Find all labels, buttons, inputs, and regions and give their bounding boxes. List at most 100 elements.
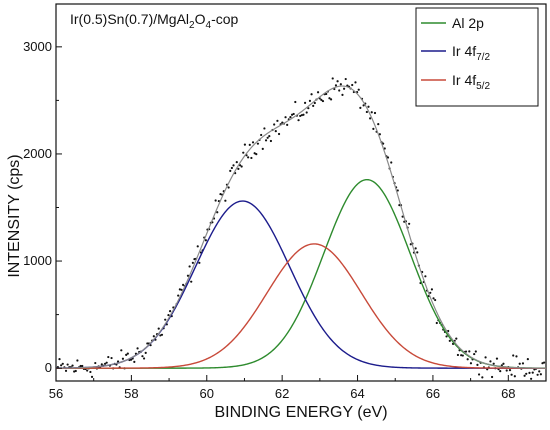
data-point [435, 321, 438, 325]
data-point [464, 350, 468, 353]
data-point [136, 347, 139, 350]
data-point [152, 335, 155, 338]
data-point [146, 342, 149, 345]
data-point [167, 313, 170, 317]
data-point [103, 362, 107, 365]
data-point [61, 362, 64, 365]
data-point [386, 156, 390, 159]
x-axis-title: BINDING ENERGY (eV) [214, 404, 387, 421]
data-point [341, 93, 344, 96]
data-point [198, 261, 201, 264]
data-point [530, 377, 533, 380]
data-point [408, 222, 411, 225]
data-point [116, 360, 120, 363]
data-point [94, 361, 97, 365]
data-point [144, 351, 147, 354]
data-point [120, 349, 123, 352]
data-point [466, 358, 469, 361]
data-point [331, 77, 334, 80]
data-point [536, 373, 539, 376]
data-point [284, 116, 287, 119]
data-point [367, 105, 370, 108]
data-point [372, 127, 375, 130]
series-curve-1 [56, 200, 546, 369]
data-point [268, 135, 271, 138]
data-point [378, 133, 381, 136]
data-point [354, 81, 357, 84]
data-point [160, 333, 164, 336]
data-point [294, 100, 297, 104]
data-point [489, 360, 492, 363]
data-point [342, 87, 346, 90]
data-point [247, 156, 250, 159]
data-point [362, 104, 365, 107]
data-point [277, 132, 281, 136]
data-point [448, 339, 451, 342]
data-point [456, 353, 460, 357]
data-point [58, 358, 61, 361]
data-point [289, 116, 292, 119]
data-point [204, 239, 207, 242]
data-point [469, 362, 473, 365]
data-point [461, 354, 464, 357]
legend-label-ir4f52: Ir 4f5/2 [452, 72, 490, 92]
data-point [110, 356, 113, 360]
data-point [401, 215, 404, 218]
data-point [248, 143, 251, 146]
data-point [66, 363, 69, 366]
data-point [237, 167, 240, 170]
data-point [71, 364, 74, 367]
data-point [269, 139, 273, 143]
data-point [481, 376, 484, 379]
envelope-curve [56, 85, 546, 369]
data-point [196, 245, 199, 248]
data-point [190, 280, 193, 283]
data-point [193, 258, 196, 261]
data-point [468, 350, 471, 353]
data-point [251, 141, 255, 144]
data-point [191, 261, 194, 264]
data-point [336, 80, 339, 83]
data-point [370, 111, 373, 114]
data-point [121, 357, 125, 360]
data-point [255, 153, 258, 156]
data-point [232, 164, 235, 167]
data-point [528, 371, 531, 374]
data-point [64, 369, 68, 372]
data-point [518, 362, 521, 365]
data-point [521, 362, 525, 365]
data-point [512, 354, 515, 357]
data-point [432, 297, 435, 300]
data-point [328, 97, 331, 100]
data-point [224, 199, 227, 202]
data-point [390, 161, 393, 164]
data-point [79, 364, 82, 368]
data-point [499, 370, 502, 373]
data-point [142, 357, 146, 360]
data-point [297, 119, 300, 122]
data-point [274, 130, 277, 133]
data-point [86, 369, 89, 372]
data-point [76, 359, 79, 362]
data-point [281, 121, 284, 124]
data-point [329, 98, 333, 101]
data-point [455, 337, 458, 340]
data-point [141, 355, 144, 358]
data-point [473, 352, 476, 356]
data-point [105, 361, 108, 364]
data-point [414, 247, 417, 250]
data-point [264, 139, 268, 142]
data-point [126, 352, 129, 355]
data-point [383, 147, 386, 150]
data-point [316, 91, 320, 94]
data-point [292, 112, 295, 116]
legend: Al 2p Ir 4f7/2 Ir 4f5/2 [415, 7, 539, 107]
data-point [334, 84, 338, 87]
y-tick-label: 0 [45, 360, 52, 375]
data-point [230, 166, 233, 170]
data-point [313, 101, 316, 105]
data-point [276, 119, 279, 122]
data-point [531, 371, 534, 374]
x-tick-label: 60 [200, 386, 214, 401]
data-point [302, 113, 305, 116]
